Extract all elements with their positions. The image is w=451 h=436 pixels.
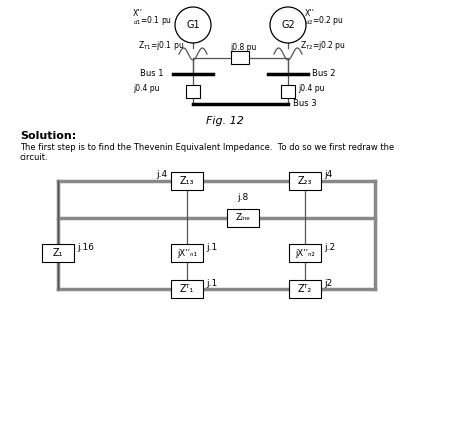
Text: j.16: j.16 xyxy=(77,243,94,252)
Text: j2: j2 xyxy=(324,279,332,288)
Text: Zᵀ₁: Zᵀ₁ xyxy=(180,284,194,294)
Text: j.8: j.8 xyxy=(237,193,249,202)
Text: jX’’ₙ₂: jX’’ₙ₂ xyxy=(295,249,315,258)
Text: X’’: X’’ xyxy=(133,9,143,18)
FancyBboxPatch shape xyxy=(231,51,249,65)
Text: Fig. 12: Fig. 12 xyxy=(206,116,244,126)
Text: Z$_{T1}$=j0.1 pu: Z$_{T1}$=j0.1 pu xyxy=(138,39,184,52)
Text: j.1: j.1 xyxy=(206,243,217,252)
FancyBboxPatch shape xyxy=(171,244,203,262)
Text: Z₁₃: Z₁₃ xyxy=(180,176,194,186)
FancyBboxPatch shape xyxy=(171,280,203,298)
Text: Bus 3: Bus 3 xyxy=(293,99,317,109)
Text: jX’’ₙ₁: jX’’ₙ₁ xyxy=(177,249,197,258)
FancyBboxPatch shape xyxy=(186,85,200,99)
Text: Bus 2: Bus 2 xyxy=(312,69,336,78)
Text: X’’: X’’ xyxy=(305,9,315,18)
FancyBboxPatch shape xyxy=(281,85,295,99)
Text: Solution:: Solution: xyxy=(20,131,76,141)
Text: G1: G1 xyxy=(186,20,200,30)
FancyBboxPatch shape xyxy=(171,172,203,190)
Text: Bus 1: Bus 1 xyxy=(140,69,164,78)
Text: $_{d2}$=0.2 pu: $_{d2}$=0.2 pu xyxy=(305,14,344,27)
Text: Zₗₙₑ: Zₗₙₑ xyxy=(235,214,250,222)
Text: j.2: j.2 xyxy=(324,243,335,252)
Text: Z$_{T2}$=j0.2 pu: Z$_{T2}$=j0.2 pu xyxy=(300,39,346,52)
Text: Z₁: Z₁ xyxy=(53,248,63,258)
Text: j.4: j.4 xyxy=(156,170,167,179)
FancyBboxPatch shape xyxy=(227,209,259,227)
Text: j4: j4 xyxy=(324,170,332,179)
Text: The first step is to find the Thevenin Equivalent Impedance.  To do so we first : The first step is to find the Thevenin E… xyxy=(20,143,394,152)
FancyBboxPatch shape xyxy=(289,280,321,298)
FancyBboxPatch shape xyxy=(289,172,321,190)
Text: Z₂₃: Z₂₃ xyxy=(298,176,312,186)
Text: Zᵀ₂: Zᵀ₂ xyxy=(298,284,312,294)
FancyBboxPatch shape xyxy=(289,244,321,262)
Text: j.1: j.1 xyxy=(206,279,217,288)
Text: j0.4 pu: j0.4 pu xyxy=(298,84,325,93)
Text: G2: G2 xyxy=(281,20,295,30)
Text: j0.4 pu: j0.4 pu xyxy=(133,84,160,93)
Text: $_{d1}$=0.1 pu: $_{d1}$=0.1 pu xyxy=(133,14,172,27)
FancyBboxPatch shape xyxy=(42,244,74,262)
Text: circuit.: circuit. xyxy=(20,153,49,162)
Text: j0.8 pu: j0.8 pu xyxy=(230,43,256,52)
